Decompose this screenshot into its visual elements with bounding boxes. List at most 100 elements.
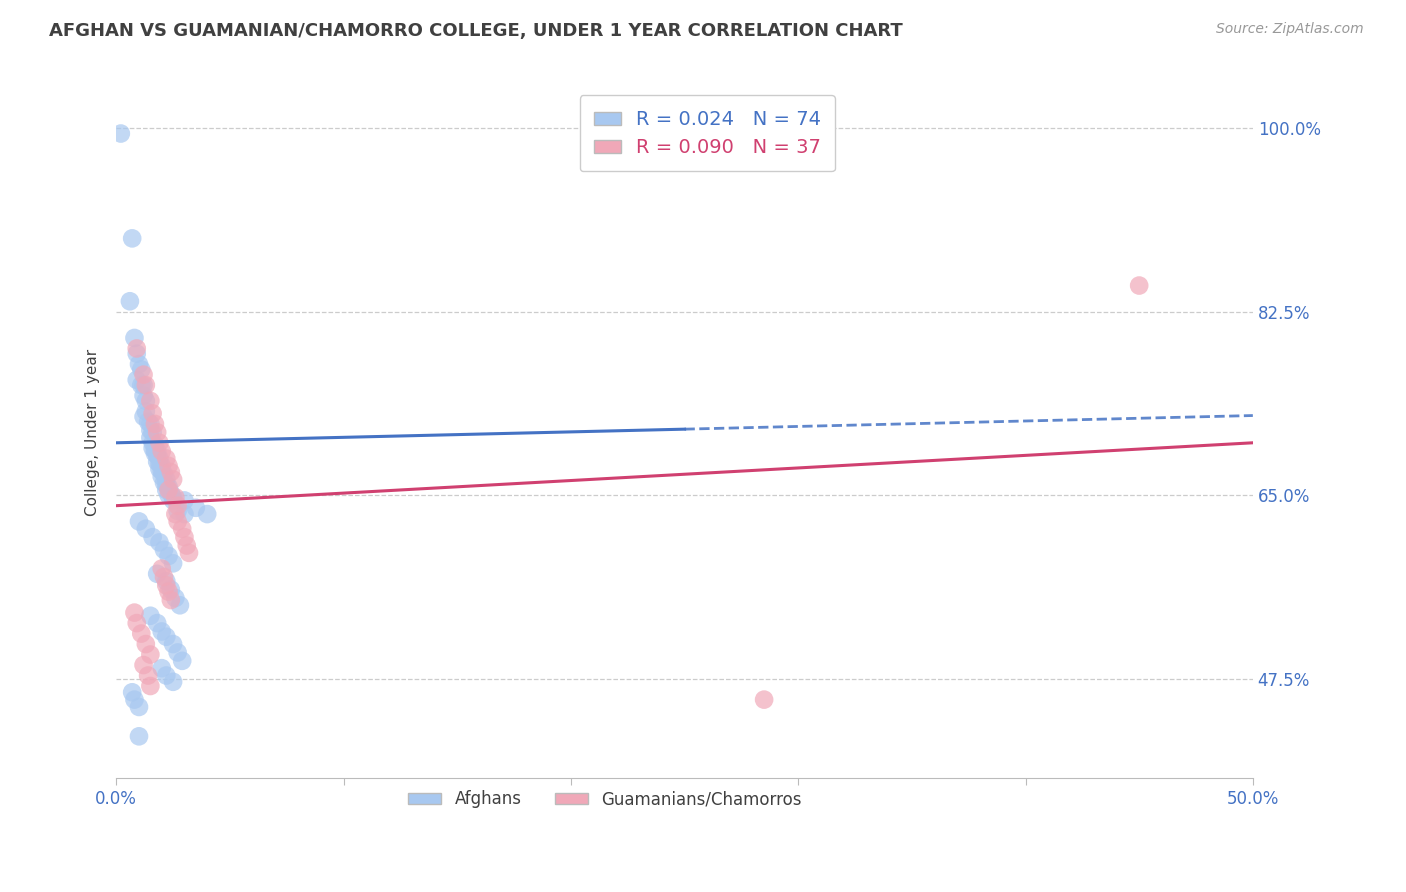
Point — [155, 483, 177, 497]
Point — [146, 449, 169, 463]
Point — [142, 435, 165, 450]
Point — [150, 444, 173, 458]
Point — [139, 608, 162, 623]
Point — [184, 500, 207, 515]
Point — [150, 469, 173, 483]
Point — [153, 475, 176, 490]
Point — [162, 557, 184, 571]
Point — [146, 566, 169, 581]
Point — [155, 451, 177, 466]
Point — [162, 674, 184, 689]
Point — [139, 431, 162, 445]
Point — [135, 378, 157, 392]
Point — [162, 491, 184, 505]
Point — [150, 458, 173, 473]
Point — [132, 409, 155, 424]
Point — [157, 483, 180, 497]
Point — [155, 477, 177, 491]
Point — [136, 668, 159, 682]
Point — [148, 535, 170, 549]
Point — [124, 331, 146, 345]
Point — [155, 668, 177, 682]
Point — [150, 624, 173, 639]
Point — [173, 507, 195, 521]
Point — [139, 417, 162, 431]
Point — [121, 231, 143, 245]
Point — [752, 692, 775, 706]
Point — [153, 570, 176, 584]
Point — [143, 417, 166, 431]
Point — [166, 499, 188, 513]
Point — [135, 637, 157, 651]
Point — [155, 578, 177, 592]
Point — [132, 368, 155, 382]
Text: Source: ZipAtlas.com: Source: ZipAtlas.com — [1216, 22, 1364, 37]
Point — [128, 700, 150, 714]
Point — [128, 357, 150, 371]
Point — [157, 488, 180, 502]
Point — [155, 630, 177, 644]
Text: AFGHAN VS GUAMANIAN/CHAMORRO COLLEGE, UNDER 1 YEAR CORRELATION CHART: AFGHAN VS GUAMANIAN/CHAMORRO COLLEGE, UN… — [49, 22, 903, 40]
Point — [128, 515, 150, 529]
Point — [148, 435, 170, 450]
Point — [148, 462, 170, 476]
Point — [121, 685, 143, 699]
Point — [143, 443, 166, 458]
Point — [132, 389, 155, 403]
Point — [146, 455, 169, 469]
Point — [139, 679, 162, 693]
Point — [132, 658, 155, 673]
Point — [155, 473, 177, 487]
Point — [135, 393, 157, 408]
Point — [1128, 278, 1150, 293]
Point — [153, 467, 176, 482]
Point — [118, 294, 141, 309]
Point — [110, 127, 132, 141]
Point — [150, 464, 173, 478]
Legend: Afghans, Guamanians/Chamorros: Afghans, Guamanians/Chamorros — [401, 783, 808, 815]
Point — [139, 393, 162, 408]
Y-axis label: College, Under 1 year: College, Under 1 year — [86, 349, 100, 516]
Point — [157, 480, 180, 494]
Point — [165, 491, 187, 505]
Point — [125, 347, 148, 361]
Point — [146, 425, 169, 440]
Point — [146, 616, 169, 631]
Point — [142, 530, 165, 544]
Point — [159, 582, 181, 597]
Point — [162, 473, 184, 487]
Point — [172, 522, 194, 536]
Point — [139, 648, 162, 662]
Point — [172, 654, 194, 668]
Point — [165, 507, 187, 521]
Point — [195, 507, 218, 521]
Point — [159, 465, 181, 479]
Point — [146, 444, 169, 458]
Point — [142, 441, 165, 455]
Point — [166, 515, 188, 529]
Point — [162, 637, 184, 651]
Point — [173, 530, 195, 544]
Point — [129, 378, 152, 392]
Point — [153, 542, 176, 557]
Point — [157, 549, 180, 563]
Point — [150, 661, 173, 675]
Point — [143, 446, 166, 460]
Point — [155, 574, 177, 589]
Point — [176, 539, 198, 553]
Point — [135, 522, 157, 536]
Point — [125, 373, 148, 387]
Point — [139, 423, 162, 437]
Point — [124, 692, 146, 706]
Point — [159, 593, 181, 607]
Point — [142, 425, 165, 440]
Point — [169, 599, 191, 613]
Point — [128, 729, 150, 743]
Point — [150, 561, 173, 575]
Point — [129, 626, 152, 640]
Point — [136, 415, 159, 429]
Point — [157, 458, 180, 473]
Point — [162, 493, 184, 508]
Point — [166, 645, 188, 659]
Point — [142, 406, 165, 420]
